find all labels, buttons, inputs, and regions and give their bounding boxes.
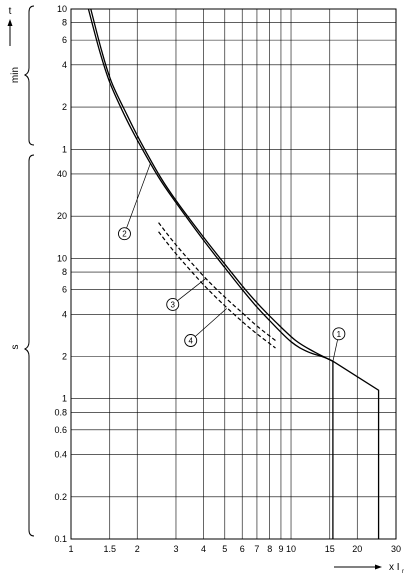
x-tick-label-11: 15 [325, 544, 335, 554]
x-tick-label-3: 3 [173, 544, 178, 554]
x-tick-label-6: 6 [240, 544, 245, 554]
callout-label-1: 1 [337, 330, 342, 339]
y-tick-label-min-1: 2 [62, 102, 67, 112]
series-line-3 [158, 222, 276, 341]
series-line-1 [87, 8, 380, 539]
callout-leader-4 [190, 308, 227, 341]
x-tick-label-2: 2 [135, 544, 140, 554]
y-tick-label-min-2: 4 [62, 60, 67, 70]
y-unit-min-label: min [10, 67, 21, 83]
callout-circle-1 [332, 327, 346, 341]
series-line-2 [90, 8, 334, 362]
y-tick-label-min-4: 8 [62, 18, 67, 28]
x-axis-title: x I r [334, 562, 404, 575]
y-tick-label-min-0: 1 [62, 144, 67, 154]
y-tick-label-s-4: 0.8 [54, 407, 67, 417]
y-tick-label-min-5: 10 [57, 4, 67, 14]
y-axis-arrow-head [7, 19, 13, 26]
callout-layer: 1 2 3 4 [118, 162, 346, 362]
y-tick-label-s-7: 4 [62, 309, 67, 319]
y-tick-label-min-3: 6 [62, 35, 67, 45]
y-tick-label-s-10: 10 [57, 253, 67, 263]
x-tick-label-13: 30 [391, 544, 401, 554]
x-axis-label-subscript: r [402, 569, 404, 575]
callout-leader-2 [124, 162, 151, 234]
x-tick-label-8: 8 [267, 544, 272, 554]
y-unit-s-label: s [10, 345, 21, 350]
x-tick-label-10: 10 [286, 544, 296, 554]
callout-label-3: 3 [171, 300, 176, 309]
x-tick-label-12: 20 [352, 544, 362, 554]
bracket-min [23, 5, 35, 146]
x-axis-arrow-head [375, 564, 382, 570]
x-tick-label-0: 1 [68, 544, 73, 554]
series-line-4 [158, 231, 276, 349]
x-tick-label-5: 5 [222, 544, 227, 554]
x-tick-label-1: 1.5 [103, 544, 116, 554]
y-tick-label-s-9: 8 [62, 267, 67, 277]
callout-circle-3 [166, 297, 180, 311]
y-axis-label: t [9, 6, 12, 17]
callout-label-4: 4 [188, 337, 193, 346]
y-tick-label-s-12: 40 [57, 169, 67, 179]
series-layer [87, 8, 380, 539]
tick-label-layer: 1 1.5 2 3 4 5 6 7 8 9 10 15 20 300.10.20.40.60.812468… [54, 4, 401, 554]
y-tick-label-s-11: 20 [57, 211, 67, 221]
x-tick-label-7: 7 [254, 544, 259, 554]
y-tick-label-s-0: 0.1 [54, 534, 67, 544]
x-axis-label: x I [389, 562, 400, 573]
x-tick-label-9: 9 [278, 544, 283, 554]
y-axis-title: t min s [7, 5, 35, 537]
y-tick-label-s-8: 6 [62, 285, 67, 295]
y-tick-label-s-2: 0.4 [54, 450, 67, 460]
bracket-s [23, 154, 35, 537]
callout-circle-4 [184, 334, 198, 347]
callout-circle-2 [118, 227, 131, 241]
x-tick-label-4: 4 [201, 544, 206, 554]
callout-leader-3 [172, 278, 207, 305]
y-tick-label-s-3: 0.6 [54, 425, 67, 435]
callout-label-2: 2 [122, 230, 127, 239]
y-tick-label-s-5: 1 [62, 394, 67, 404]
y-tick-label-s-1: 0.2 [54, 492, 67, 502]
y-tick-label-s-6: 2 [62, 351, 67, 361]
